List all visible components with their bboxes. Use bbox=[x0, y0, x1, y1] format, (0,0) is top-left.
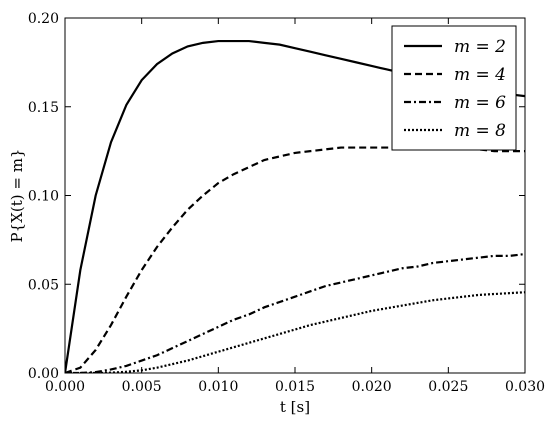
y-tick-label: 0.10 bbox=[28, 189, 59, 205]
x-tick-label: 0.010 bbox=[198, 379, 238, 395]
x-tick-label: 0.015 bbox=[275, 379, 315, 395]
x-tick-label: 0.005 bbox=[122, 379, 162, 395]
x-axis-title: t [s] bbox=[280, 398, 310, 416]
legend-label: m = 6 bbox=[454, 93, 506, 113]
legend-label: m = 8 bbox=[454, 121, 506, 141]
series-line-4 bbox=[65, 291, 525, 373]
legend-label: m = 4 bbox=[454, 65, 506, 85]
x-tick-label: 0.025 bbox=[428, 379, 468, 395]
legend-label: m = 2 bbox=[454, 37, 506, 57]
series-line-3 bbox=[65, 252, 525, 373]
legend: m = 2 m = 4 m = 6 m = 8 bbox=[391, 25, 517, 151]
y-tick-label: 0.20 bbox=[28, 11, 59, 27]
x-tick-label: 0.020 bbox=[352, 379, 392, 395]
x-tick-label: 0.000 bbox=[45, 379, 85, 395]
y-axis-title: P{X(t) = m} bbox=[8, 149, 26, 243]
y-tick-label: 0.15 bbox=[28, 100, 59, 116]
y-tick-label: 0.00 bbox=[28, 366, 59, 382]
ticks-layer: 0.000 0.005 0.010 0.015 0.020 0.025 0.030 0.00 0… bbox=[28, 11, 545, 395]
x-tick-label: 0.030 bbox=[505, 379, 545, 395]
y-tick-label: 0.05 bbox=[28, 277, 59, 293]
